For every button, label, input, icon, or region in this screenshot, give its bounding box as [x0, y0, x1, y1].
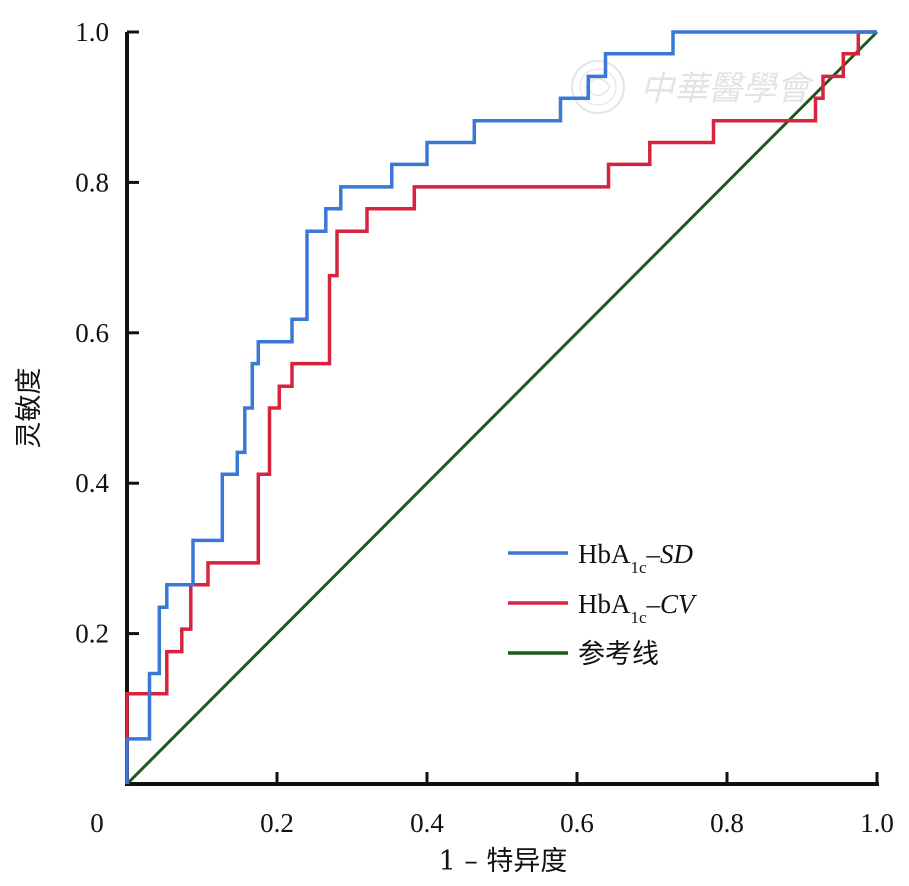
legend: HbA1c–SD HbA1c–CV 参考线	[508, 539, 698, 669]
x-tick-label: 0.2	[260, 808, 294, 838]
x-tick-label: 0.4	[410, 808, 444, 838]
x-axis-title: 1 – 特异度	[439, 846, 568, 877]
y-tick-label: 0.2	[75, 619, 109, 649]
x-tick-label: 0	[90, 808, 104, 838]
series-line-reference	[125, 30, 879, 786]
series-layer	[125, 30, 879, 786]
x-tick-label: 1.0	[860, 808, 894, 838]
y-axis-title: 灵敏度	[14, 368, 45, 449]
y-tick-label: 0.4	[75, 468, 109, 498]
legend-label: HbA1c–SD	[578, 539, 694, 577]
x-tick-label: 0.6	[560, 808, 594, 838]
legend-label: HbA1c–CV	[578, 589, 698, 627]
y-tick-label: 0.8	[75, 167, 109, 197]
legend-label: 参考线	[578, 639, 659, 669]
x-tick-label: 0.8	[710, 808, 744, 838]
series-line-hba1c-sd	[125, 30, 877, 784]
y-axis-ticks: 0.2 0.4 0.6 0.8 1.0	[75, 17, 139, 649]
watermark-text: 中華醫學會	[640, 69, 815, 109]
series-line-hba1c-cv	[125, 30, 877, 784]
y-tick-label: 0.6	[75, 318, 109, 348]
y-tick-label: 1.0	[75, 17, 109, 47]
watermark-logo	[571, 60, 625, 114]
x-axis-ticks: 0 0.2 0.4 0.6 0.8 1.0	[90, 772, 894, 838]
